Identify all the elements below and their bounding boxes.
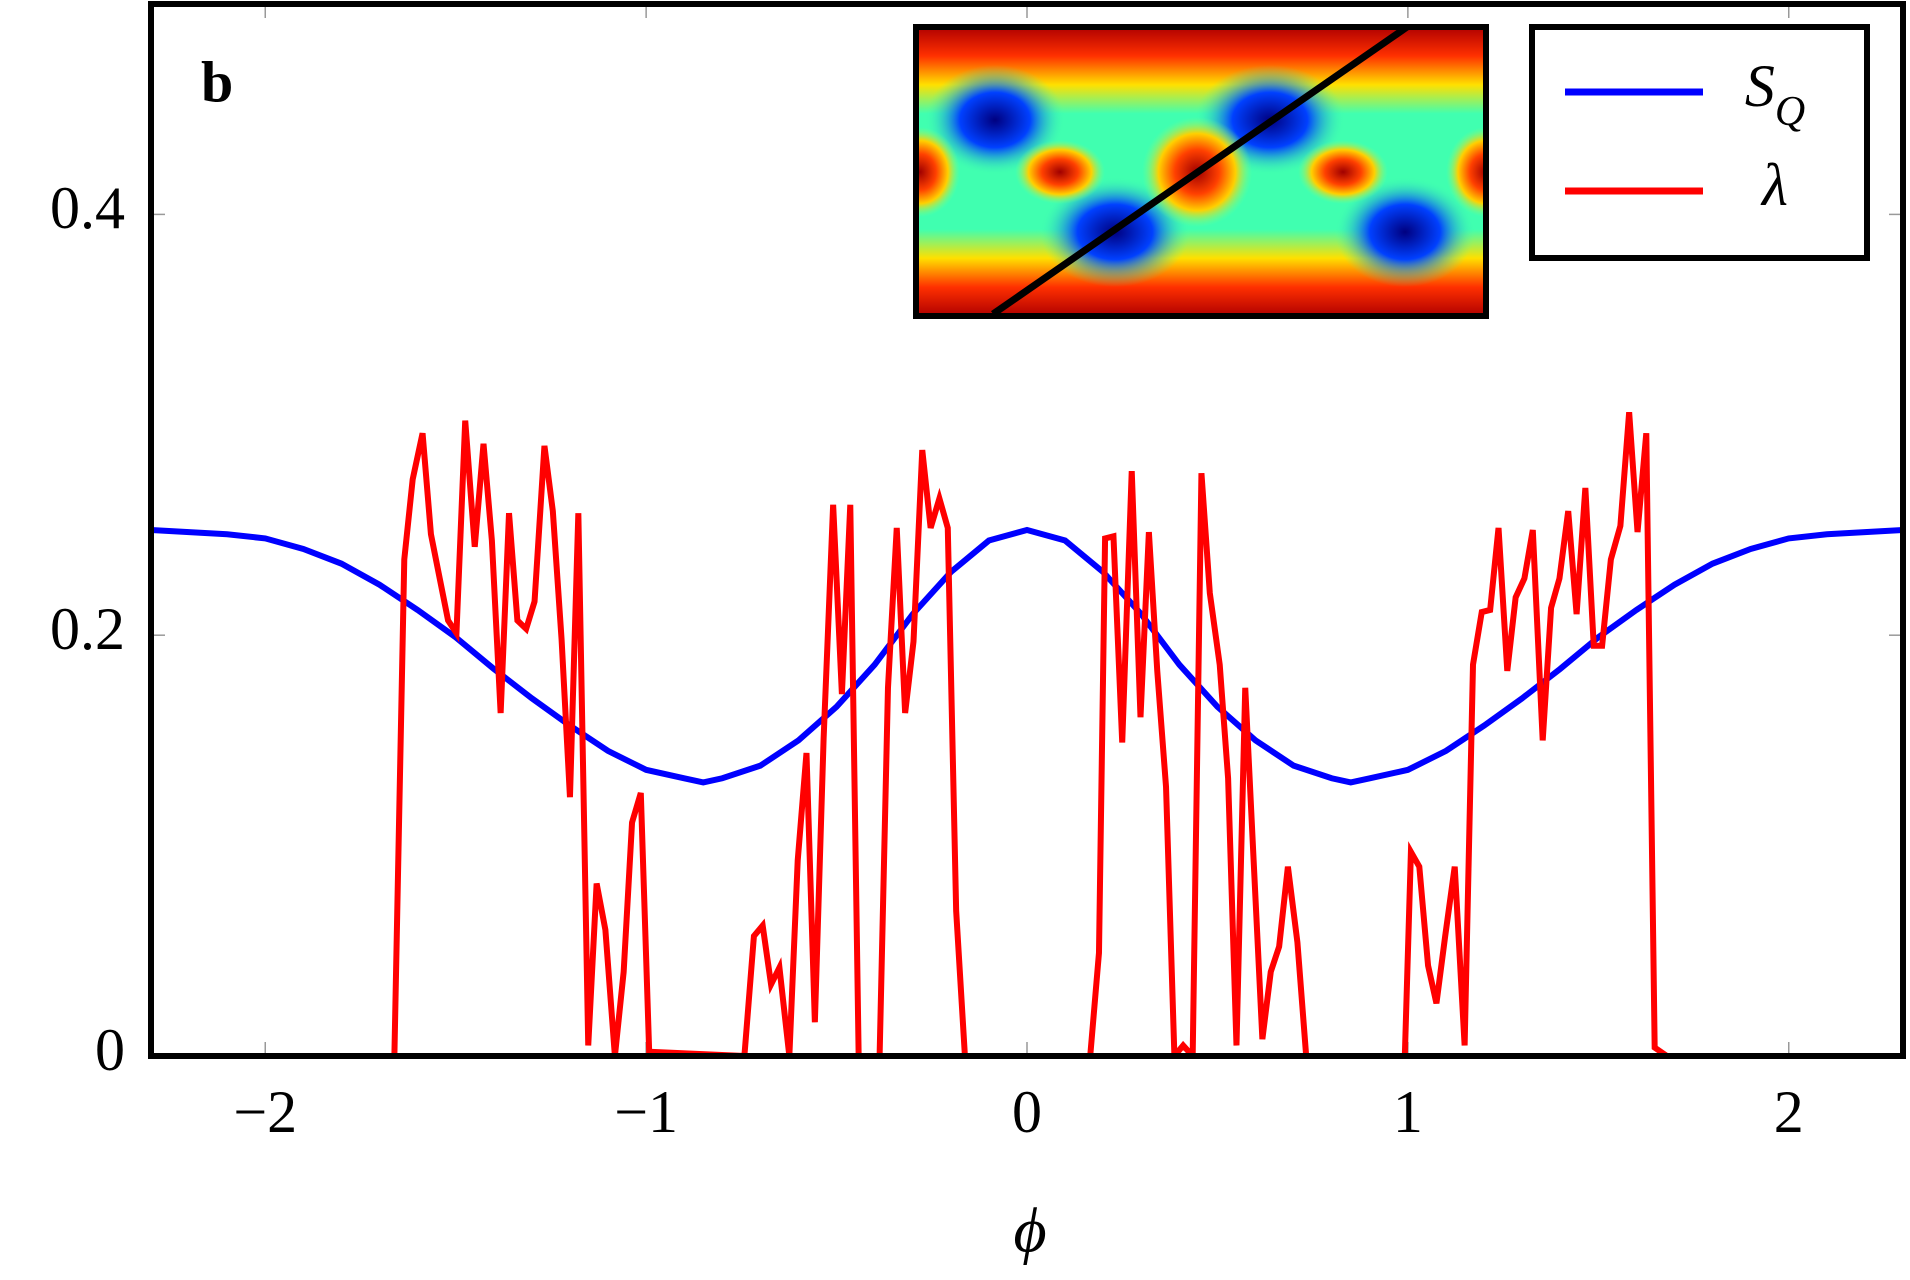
x-tick-label: 0 <box>1012 1079 1042 1145</box>
axes-frame <box>148 1 1906 1059</box>
legend-label: λ <box>1760 152 1788 218</box>
x-axis-label: ϕ <box>1013 1195 1046 1266</box>
inset-frame <box>913 24 1489 319</box>
plot-area <box>148 1 1906 1059</box>
legend-label: SQ <box>1745 53 1805 135</box>
x-tick-label: 1 <box>1393 1079 1423 1145</box>
y-tick-label: 0 <box>95 1017 125 1083</box>
series-line <box>151 411 1903 1056</box>
panel-label: b <box>201 49 233 114</box>
x-tick-label: −2 <box>233 1079 297 1145</box>
series-line <box>151 526 1903 786</box>
x-tick-label: 2 <box>1774 1079 1804 1145</box>
y-tick-label: 0.4 <box>50 175 125 241</box>
legend-frame <box>1529 24 1870 261</box>
x-tick-label: −1 <box>614 1079 678 1145</box>
inset-heatmap <box>916 27 1486 316</box>
legend: SQ λ <box>1529 24 1870 261</box>
y-tick-label: 0.2 <box>50 596 125 662</box>
